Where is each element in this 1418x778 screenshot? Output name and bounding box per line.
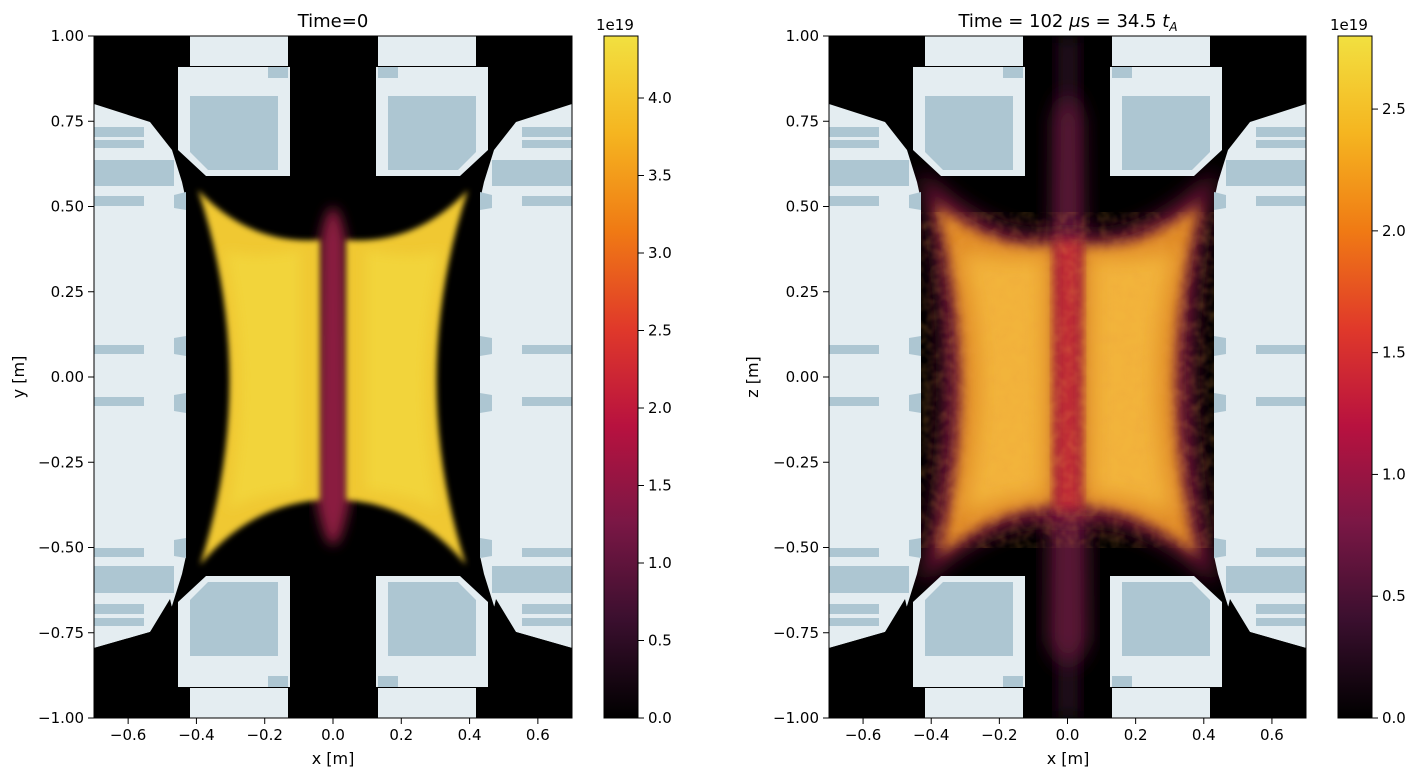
colorbar-tick-label: 3.5 xyxy=(648,167,672,185)
colorbar-tick-label: 3.0 xyxy=(648,244,672,262)
colorbar-gradient-left xyxy=(603,35,639,719)
x-tick-label: 0.6 xyxy=(526,726,550,744)
x-tick-label: −0.2 xyxy=(981,726,1017,744)
y-tick-label: 0.50 xyxy=(51,198,84,216)
colorbar-tick-label: 2.0 xyxy=(648,399,672,417)
x-tick-label: −0.6 xyxy=(845,726,881,744)
colorbar-gradient-right xyxy=(1337,35,1373,719)
panel-left: Time=0 −0.6 −0.4 −0.2 0.0 0.2 0.4 0.6 1.00 0.75… xyxy=(9,11,672,768)
title-part-4: t xyxy=(1162,11,1170,32)
x-tick-label: 0.6 xyxy=(1260,726,1284,744)
x-ticks-right: −0.6 −0.4 −0.2 0.0 0.2 0.4 0.6 xyxy=(845,718,1284,744)
y-tick-label: 0.25 xyxy=(51,283,84,301)
y-tick-label: 0.50 xyxy=(786,198,819,216)
x-axis-label-right: x [m] xyxy=(1047,749,1090,768)
y-tick-label: −1.00 xyxy=(773,709,819,727)
y-tick-label: −1.00 xyxy=(38,709,84,727)
y-tick-label: 0.25 xyxy=(786,283,819,301)
colorbar-tick-label: 1.5 xyxy=(1382,344,1406,362)
x-axis-label-left: x [m] xyxy=(312,749,355,768)
colorbar-ticks-left: 0.0 0.5 1.0 1.5 2.0 2.5 3.0 3.5 4.0 xyxy=(638,89,672,727)
title-part-2: μ xyxy=(1068,11,1080,32)
y-tick-label: 0.75 xyxy=(786,112,819,130)
title-part-3: s = 34.5 xyxy=(1081,11,1163,32)
x-tick-label: 0.4 xyxy=(458,726,482,744)
plasma-density-left xyxy=(198,190,468,565)
vessel-walls-right xyxy=(829,36,1306,718)
colorbar-tick-label: 0.5 xyxy=(648,632,672,650)
y-tick-label: −0.50 xyxy=(38,539,84,557)
x-tick-label: 0.4 xyxy=(1192,726,1216,744)
x-tick-label: 0.0 xyxy=(321,726,345,744)
colorbar-tick-label: 2.5 xyxy=(648,322,672,340)
x-tick-label: −0.6 xyxy=(110,726,146,744)
vessel-walls-left xyxy=(94,36,572,718)
colorbar-left: 1e19 0.0 0.5 1.0 1.5 2.0 2.5 3.0 3.5 4.0 xyxy=(596,16,672,727)
heatmap-left xyxy=(94,36,572,718)
colorbar-multiplier-left: 1e19 xyxy=(596,16,634,34)
chart-title-right: Time = 102 μs = 34.5 tA xyxy=(957,11,1177,34)
y-ticks-left: 1.00 0.75 0.50 0.25 0.00 −0.25 −0.50 −0.75 −1.00 xyxy=(38,27,94,727)
y-tick-label: −0.25 xyxy=(38,453,84,471)
x-tick-label: −0.2 xyxy=(246,726,282,744)
y-tick-label: 0.00 xyxy=(786,368,819,386)
colorbar-tick-label: 4.0 xyxy=(648,89,672,107)
colorbar-tick-label: 1.5 xyxy=(648,477,672,495)
title-part-5: A xyxy=(1168,20,1177,34)
colorbar-tick-label: 2.5 xyxy=(1382,100,1406,118)
panel-right: Time = 102 μs = 34.5 tA −0.6 −0.4 −0.2 0.0 0… xyxy=(743,11,1406,768)
colorbar-tick-label: 0.5 xyxy=(1382,587,1406,605)
x-tick-label: 0.0 xyxy=(1056,726,1080,744)
colorbar-multiplier-right: 1e19 xyxy=(1330,16,1368,34)
colorbar-tick-label: 0.0 xyxy=(1382,709,1406,727)
x-tick-label: −0.4 xyxy=(178,726,214,744)
colorbar-ticks-right: 0.0 0.5 1.0 1.5 2.0 2.5 xyxy=(1372,100,1406,727)
title-part-1: Time = 102 xyxy=(957,11,1069,32)
y-tick-label: −0.75 xyxy=(773,624,819,642)
x-tick-label: 0.2 xyxy=(1124,726,1148,744)
x-tick-label: −0.4 xyxy=(913,726,949,744)
y-tick-label: −0.50 xyxy=(773,539,819,557)
heatmap-right xyxy=(829,36,1306,718)
x-ticks-left: −0.6 −0.4 −0.2 0.0 0.2 0.4 0.6 xyxy=(110,718,550,744)
plasma-density-right xyxy=(920,36,1216,718)
y-tick-label: −0.25 xyxy=(773,453,819,471)
y-tick-label: −0.75 xyxy=(38,624,84,642)
y-axis-label-left: y [m] xyxy=(9,356,28,399)
colorbar-tick-label: 1.0 xyxy=(1382,465,1406,483)
y-tick-label: 0.75 xyxy=(51,112,84,130)
y-tick-label: 1.00 xyxy=(786,27,819,45)
colorbar-tick-label: 1.0 xyxy=(648,554,672,572)
y-ticks-right: 1.00 0.75 0.50 0.25 0.00 −0.25 −0.50 −0.75 −1.00 xyxy=(773,27,829,727)
chart-title-left: Time=0 xyxy=(297,11,369,32)
y-axis-label-right: z [m] xyxy=(743,356,762,398)
colorbar-tick-label: 0.0 xyxy=(648,709,672,727)
x-tick-label: 0.2 xyxy=(389,726,413,744)
colorbar-tick-label: 2.0 xyxy=(1382,222,1406,240)
y-tick-label: 0.00 xyxy=(51,368,84,386)
y-tick-label: 1.00 xyxy=(51,27,84,45)
colorbar-right: 1e19 0.0 0.5 1.0 1.5 2.0 2.5 xyxy=(1330,16,1406,727)
